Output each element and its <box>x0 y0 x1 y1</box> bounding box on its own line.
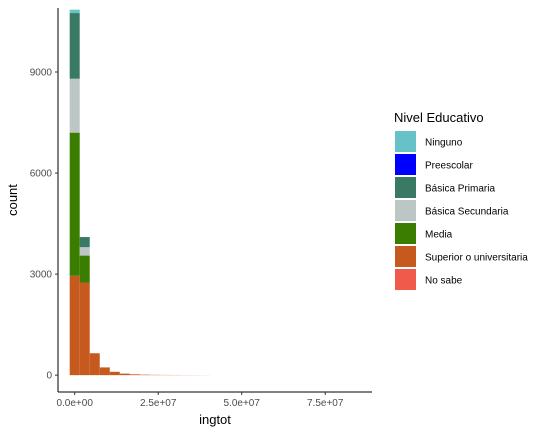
legend-label: Ninguno <box>425 138 463 149</box>
y-tick-label: 0 <box>46 371 52 382</box>
bar-segment <box>69 132 80 276</box>
legend-key <box>395 246 416 267</box>
bar-segment <box>89 353 100 376</box>
legend-key <box>395 269 416 290</box>
bar-segment <box>69 78 80 133</box>
x-axis-ticks: 0.0e+00 2.5e+07 5.0e+07 7.5e+07 <box>56 392 344 409</box>
x-tick-label: 7.5e+07 <box>307 398 344 409</box>
x-tick-label: 0.0e+00 <box>56 398 93 409</box>
legend: Nivel Educativo Ninguno Preescolar Básica … <box>394 110 528 290</box>
bar-segment <box>139 374 150 376</box>
legend-key <box>395 200 416 221</box>
bar-segment <box>129 374 140 376</box>
y-axis-ticks: 0 3000 6000 9000 <box>30 68 58 382</box>
bar-segment <box>79 237 90 248</box>
legend-label: Media <box>425 230 453 241</box>
bar-segment <box>119 373 130 376</box>
bar-segment <box>69 13 80 79</box>
legend-label: Preescolar <box>425 161 473 172</box>
legend-label: Básica Secundaria <box>425 207 509 218</box>
bar-segment <box>69 275 80 376</box>
legend-key <box>395 223 416 244</box>
y-axis-title: count <box>5 184 20 216</box>
legend-label: No sabe <box>425 276 463 287</box>
legend-key <box>395 154 416 175</box>
bar-segment <box>79 255 90 283</box>
bar-segment <box>99 367 110 376</box>
y-tick-label: 3000 <box>30 270 53 281</box>
bars-layer <box>69 9 210 376</box>
legend-key <box>395 177 416 198</box>
bar-segment <box>109 371 120 376</box>
y-tick-label: 6000 <box>30 169 53 180</box>
legend-label: Básica Primaria <box>425 184 495 195</box>
x-tick-label: 2.5e+07 <box>140 398 177 409</box>
legend-label: Superior o universitaria <box>425 253 528 264</box>
x-axis-title: ingtot <box>199 412 231 427</box>
bar-segment <box>79 282 90 376</box>
legend-title: Nivel Educativo <box>394 110 484 125</box>
bar-segment <box>69 9 80 14</box>
y-tick-label: 9000 <box>30 68 53 79</box>
x-tick-label: 5.0e+07 <box>224 398 261 409</box>
bar-segment <box>79 247 90 256</box>
legend-key <box>395 131 416 152</box>
